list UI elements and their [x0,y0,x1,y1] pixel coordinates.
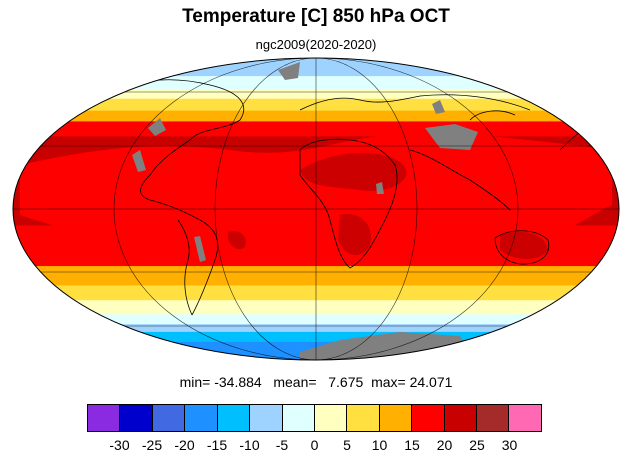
andes-mask [194,236,206,262]
colorbar-tick-label: 0 [310,437,319,453]
southern-africa-hot-zone [338,214,371,256]
colorbar-swatch [379,404,413,432]
map-title: Temperature [C] 850 hPa OCT [182,6,450,27]
mean-label: mean= [273,374,317,390]
tibet-mask [425,124,478,150]
max-label: max= [371,374,406,390]
colorbar-swatch [314,404,348,432]
colorbar-swatch [120,404,153,432]
colorbar [87,404,542,432]
colorbar-swatch [87,404,121,432]
colorbar-tick-label: 30 [501,437,518,453]
colorbar-swatch [185,404,218,432]
colorbar-swatch [282,404,315,432]
colorbar-tick-label: -10 [239,437,260,453]
colorbar-tick-label: 25 [469,437,485,453]
colorbar-tick-label: 20 [436,437,453,453]
brazil-hot-zone [227,231,246,250]
rockies-mask [148,118,166,136]
colorbar-swatch [509,404,542,432]
colorbar-swatch [412,404,445,432]
mexico-mask [132,150,146,172]
colorbar-tick-label: 10 [371,437,388,453]
min-value: -34.884 [214,374,262,390]
greenland-mask [278,62,300,80]
sahara-hot-zone [300,152,407,191]
colorbar-tick-label: -25 [141,437,163,453]
colorbar-tick-label: -5 [275,437,289,453]
ethiopia-mask [376,182,384,194]
min-label: min= [179,374,211,390]
colorbar-swatch [217,404,251,432]
colorbar-swatch [444,404,478,432]
globe-outline [12,57,620,361]
australia-hot-zone [500,231,548,259]
colorbar-tick-label: 15 [404,437,420,453]
max-value: 24.071 [409,374,453,390]
colorbar-tick-label: -20 [174,437,195,453]
colorbar-swatch [347,404,380,432]
colorbar-swatch [152,404,186,432]
graticule [13,58,619,360]
colorbar-tick-label: -15 [206,437,228,453]
colorbar-swatch [477,404,510,432]
colorbar-swatch [250,404,283,432]
colorbar-tick-label: 5 [343,437,351,453]
colorbar-tick-label: -30 [109,437,130,453]
mongolia-mask [432,100,445,114]
mean-value: 7.675 [328,374,364,390]
field-statistics: min= -34.884 mean= 7.675 max= 24.071 [0,374,632,390]
map-subtitle: ngc2009(2020-2020) [255,37,377,52]
